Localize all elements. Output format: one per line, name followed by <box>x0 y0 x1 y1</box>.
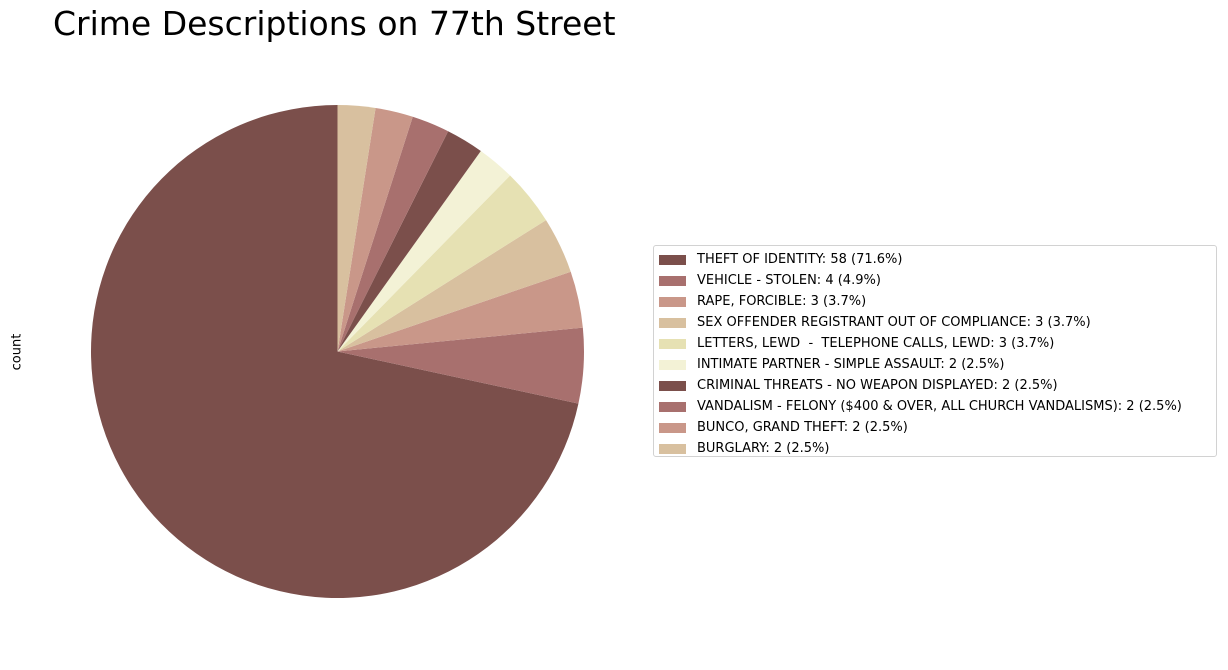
legend-label: LETTERS, LEWD - TELEPHONE CALLS, LEWD: 3… <box>697 336 1055 351</box>
legend-entry-6: CRIMINAL THREATS - NO WEAPON DISPLAYED: … <box>659 375 1058 396</box>
legend-label: SEX OFFENDER REGISTRANT OUT OF COMPLIANC… <box>697 315 1091 330</box>
legend-swatch <box>659 443 686 454</box>
legend-entry-9: BURGLARY: 2 (2.5%) <box>659 438 829 459</box>
legend-entry-8: BUNCO, GRAND THEFT: 2 (2.5%) <box>659 417 908 438</box>
legend-swatch <box>659 380 686 391</box>
legend-swatch <box>659 422 686 433</box>
pie-slice-2 <box>337 271 583 352</box>
legend-label: INTIMATE PARTNER - SIMPLE ASSAULT: 2 (2.… <box>697 357 1005 372</box>
pie-slice-7 <box>337 116 449 352</box>
legend-entry-5: INTIMATE PARTNER - SIMPLE ASSAULT: 2 (2.… <box>659 354 1004 375</box>
legend-swatch <box>659 254 686 265</box>
pie-slice-8 <box>337 107 413 352</box>
legend-label: VEHICLE - STOLEN: 4 (4.9%) <box>697 273 881 288</box>
pie-slice-1 <box>337 327 584 404</box>
legend-label: RAPE, FORCIBLE: 3 (3.7%) <box>697 294 867 309</box>
legend-swatch <box>659 359 686 370</box>
legend-swatch <box>659 338 686 349</box>
pie-slice-5 <box>337 150 511 352</box>
legend-entry-7: VANDALISM - FELONY ($400 & OVER, ALL CHU… <box>659 396 1182 417</box>
legend-label: VANDALISM - FELONY ($400 & OVER, ALL CHU… <box>697 399 1182 414</box>
pie-slice-4 <box>337 175 547 352</box>
pie-slice-3 <box>337 220 571 352</box>
legend-label: CRIMINAL THREATS - NO WEAPON DISPLAYED: … <box>697 378 1058 393</box>
legend-label: BUNCO, GRAND THEFT: 2 (2.5%) <box>697 420 908 435</box>
legend-label: THEFT OF IDENTITY: 58 (71.6%) <box>697 252 903 267</box>
legend-entry-2: RAPE, FORCIBLE: 3 (3.7%) <box>659 291 866 312</box>
legend-entry-4: LETTERS, LEWD - TELEPHONE CALLS, LEWD: 3… <box>659 333 1054 354</box>
pie-slice-0 <box>90 105 579 599</box>
legend-label: BURGLARY: 2 (2.5%) <box>697 441 830 456</box>
legend-entry-0: THEFT OF IDENTITY: 58 (71.6%) <box>659 249 902 270</box>
legend-entry-3: SEX OFFENDER REGISTRANT OUT OF COMPLIANC… <box>659 312 1091 333</box>
pie-slice-9 <box>337 105 376 352</box>
legend-swatch <box>659 401 686 412</box>
legend-swatch <box>659 296 686 307</box>
legend-swatch <box>659 317 686 328</box>
legend: THEFT OF IDENTITY: 58 (71.6%) VEHICLE - S… <box>653 245 1217 457</box>
legend-swatch <box>659 275 686 286</box>
legend-entry-1: VEHICLE - STOLEN: 4 (4.9%) <box>659 270 881 291</box>
chart-title: Crime Descriptions on 77th Street <box>53 4 616 43</box>
pie-slice-6 <box>337 131 481 352</box>
